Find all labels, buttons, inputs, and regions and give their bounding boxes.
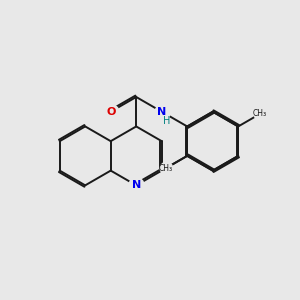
Text: H: H xyxy=(163,116,171,126)
Text: N: N xyxy=(132,180,141,190)
Text: CH₃: CH₃ xyxy=(253,110,267,118)
Text: CH₃: CH₃ xyxy=(158,164,172,173)
Text: O: O xyxy=(106,107,116,117)
Text: N: N xyxy=(157,107,166,117)
